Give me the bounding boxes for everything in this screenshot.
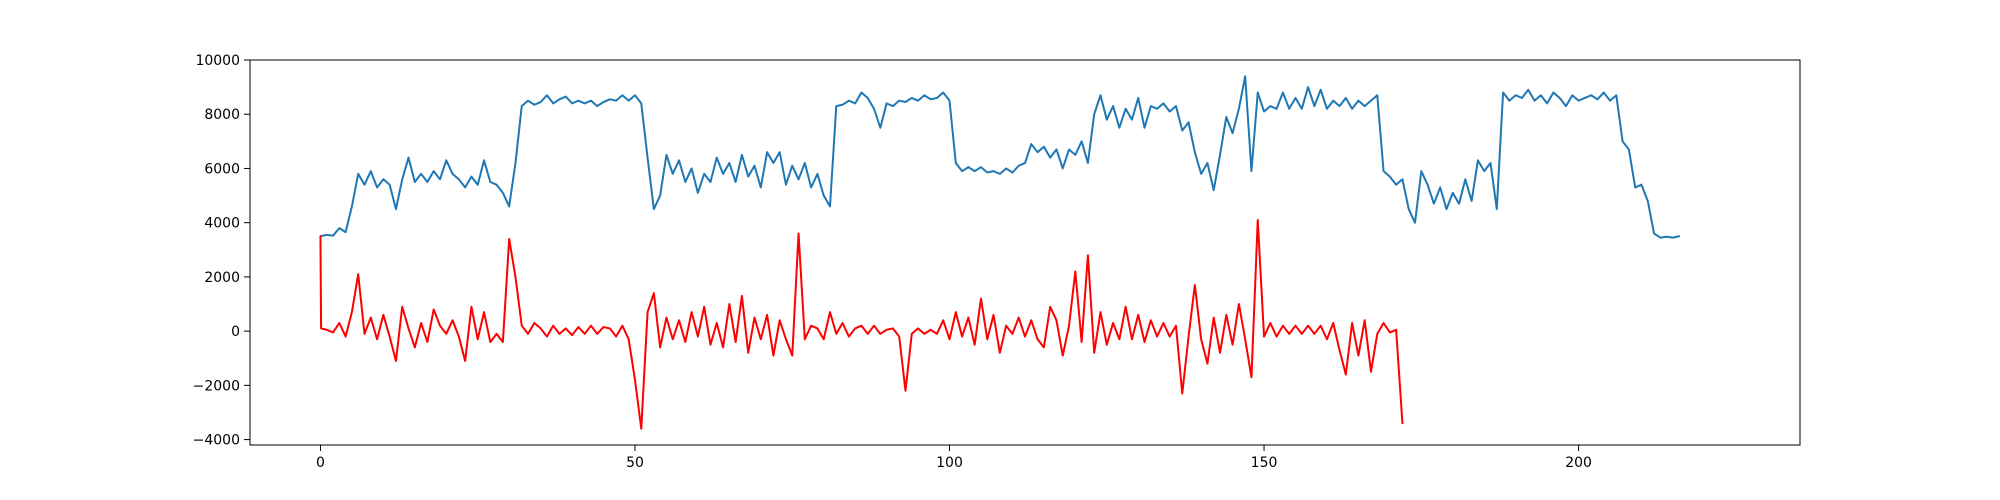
x-tick-label: 50	[626, 455, 644, 471]
x-tick-label: 0	[316, 455, 325, 471]
y-tick-label: 8000	[204, 107, 240, 123]
series-line-2	[319, 218, 1404, 430]
series-layer	[319, 75, 1681, 430]
x-axis-ticks: 0 50 100 150 200	[316, 445, 1592, 471]
y-tick-label: 4000	[204, 216, 240, 232]
y-tick-label: 0	[231, 324, 240, 340]
x-tick-label: 150	[1251, 455, 1278, 471]
y-axis-ticks: −4000 −2000 0 2000 4000 6000 8000 10000	[193, 53, 250, 449]
y-tick-label: 2000	[204, 270, 240, 286]
series-line-1	[319, 75, 1681, 239]
x-tick-label: 200	[1565, 455, 1592, 471]
plot-frame	[249, 59, 1801, 446]
y-tick-label: −2000	[193, 378, 240, 394]
y-tick-label: 6000	[204, 161, 240, 177]
y-tick-label: −4000	[193, 433, 240, 449]
x-tick-label: 100	[936, 455, 963, 471]
y-tick-label: 10000	[195, 53, 240, 69]
